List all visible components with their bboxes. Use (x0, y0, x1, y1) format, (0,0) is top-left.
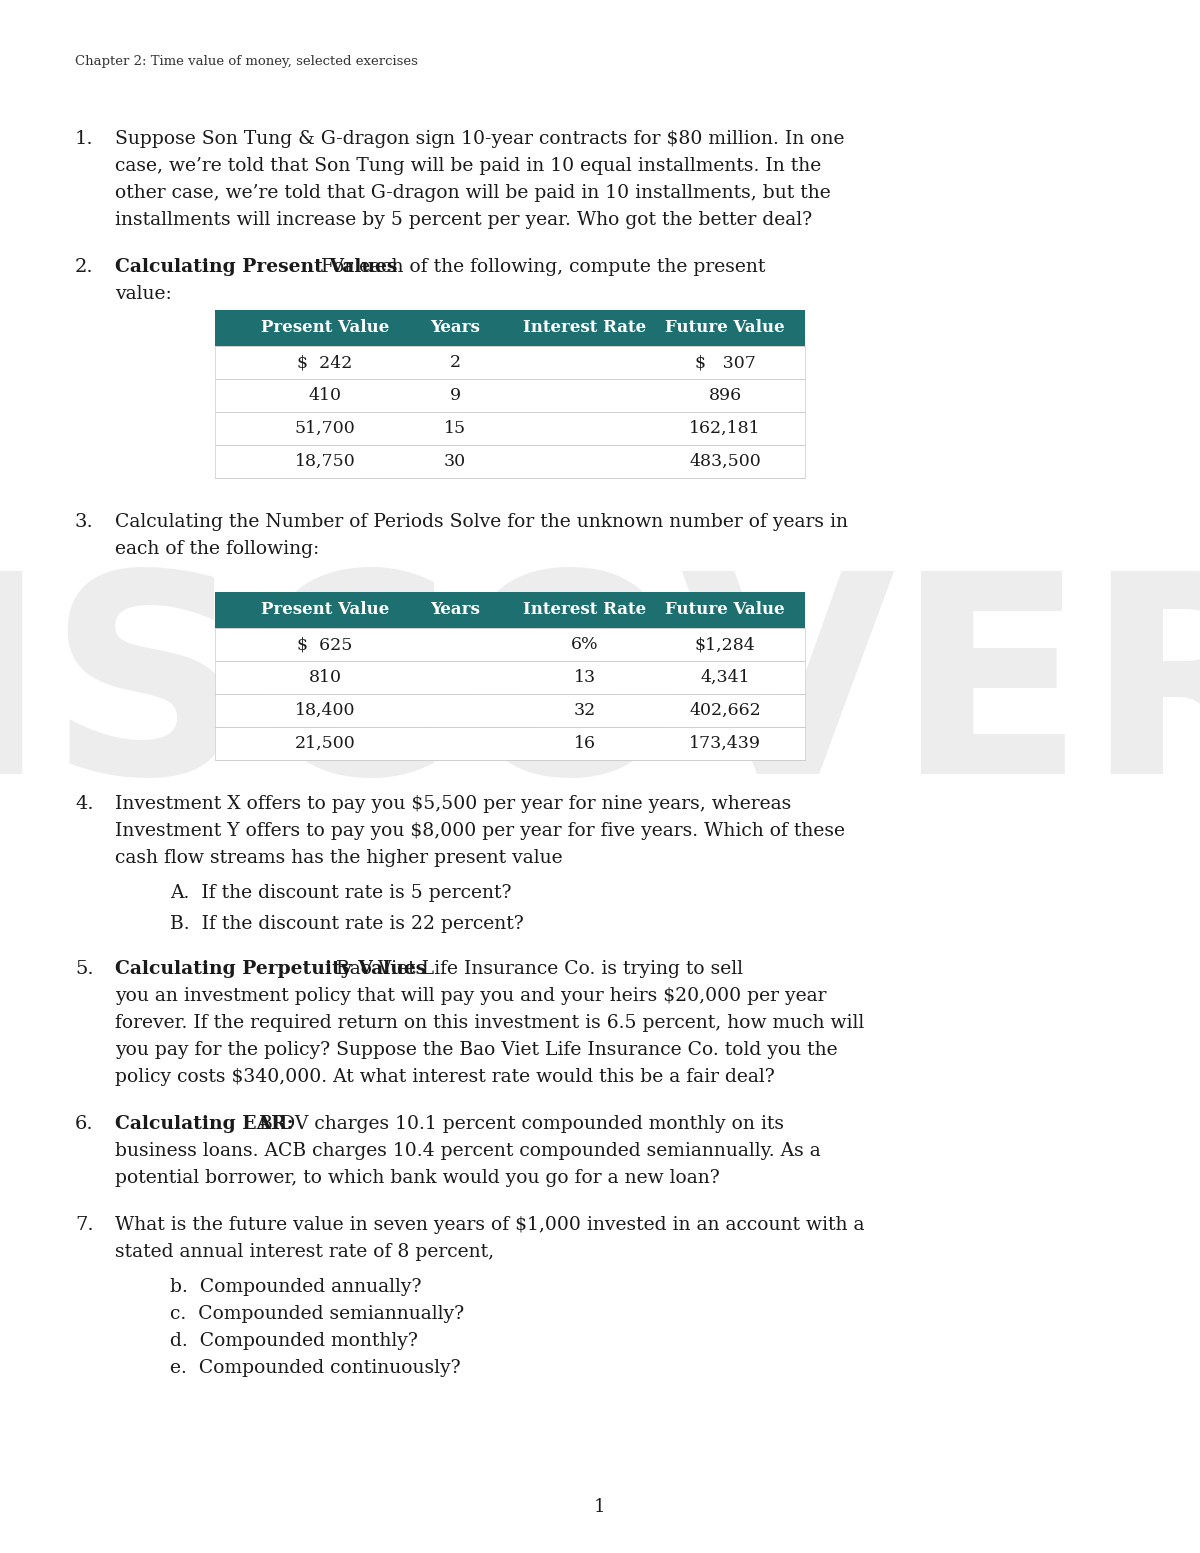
Text: 32: 32 (574, 702, 596, 719)
Text: Interest Rate: Interest Rate (523, 601, 647, 618)
Text: 21,500: 21,500 (295, 735, 355, 752)
Text: 2.: 2. (74, 258, 94, 276)
Text: $  625: $ 625 (298, 637, 353, 652)
Bar (215, 379, 805, 412)
Text: 30: 30 (444, 453, 466, 471)
Text: Interest Rate: Interest Rate (523, 320, 647, 337)
Text: Future Value: Future Value (665, 601, 785, 618)
Text: stated annual interest rate of 8 percent,: stated annual interest rate of 8 percent… (115, 1242, 494, 1261)
Text: 483,500: 483,500 (689, 453, 761, 471)
Text: $  242: $ 242 (298, 354, 353, 371)
Text: Years: Years (430, 601, 480, 618)
Bar (215, 346, 805, 379)
Bar (215, 446, 805, 478)
Text: each of the following:: each of the following: (115, 540, 319, 558)
Text: 6.: 6. (74, 1115, 94, 1134)
Text: Investment X offers to pay you $5,500 per year for nine years, whereas: Investment X offers to pay you $5,500 pe… (115, 795, 791, 814)
Text: Calculating Perpetuity Values: Calculating Perpetuity Values (115, 960, 426, 978)
Text: e.  Compounded continuously?: e. Compounded continuously? (170, 1359, 461, 1378)
Text: installments will increase by 5 percent per year. Who got the better deal?: installments will increase by 5 percent … (115, 211, 812, 228)
Text: 6%: 6% (571, 637, 599, 652)
Text: 7.: 7. (74, 1216, 94, 1235)
Text: business loans. ACB charges 10.4 percent compounded semiannually. As a: business loans. ACB charges 10.4 percent… (115, 1141, 821, 1160)
Text: you an investment policy that will pay you and your heirs $20,000 per year: you an investment policy that will pay y… (115, 988, 827, 1005)
Text: 9: 9 (450, 387, 461, 404)
Text: 896: 896 (708, 387, 742, 404)
Text: 4.: 4. (74, 795, 94, 814)
Text: policy costs $340,000. At what interest rate would this be a fair deal?: policy costs $340,000. At what interest … (115, 1068, 775, 1086)
Text: Suppose Son Tung & G-dragon sign 10-year contracts for $80 million. In one: Suppose Son Tung & G-dragon sign 10-year… (115, 130, 845, 148)
Text: Chapter 2: Time value of money, selected exercises: Chapter 2: Time value of money, selected… (74, 54, 418, 68)
Text: d.  Compounded monthly?: d. Compounded monthly? (170, 1332, 418, 1350)
Bar (215, 662, 805, 694)
Text: Calculating the Number of Periods Solve for the unknown number of years in: Calculating the Number of Periods Solve … (115, 512, 848, 531)
Text: 1.: 1. (74, 130, 94, 148)
Text: 4,341: 4,341 (700, 669, 750, 686)
Text: Present Value: Present Value (260, 320, 389, 337)
Text: case, we’re told that Son Tung will be paid in 10 equal installments. In the: case, we’re told that Son Tung will be p… (115, 157, 821, 175)
Text: 15: 15 (444, 419, 466, 436)
Text: potential borrower, to which bank would you go for a new loan?: potential borrower, to which bank would … (115, 1169, 720, 1186)
Text: 5.: 5. (74, 960, 94, 978)
Text: other case, we’re told that G-dragon will be paid in 10 installments, but the: other case, we’re told that G-dragon wil… (115, 183, 830, 202)
Bar (215, 592, 805, 627)
Text: 3.: 3. (74, 512, 94, 531)
Text: you pay for the policy? Suppose the Bao Viet Life Insurance Co. told you the: you pay for the policy? Suppose the Bao … (115, 1041, 838, 1059)
Text: 2: 2 (450, 354, 461, 371)
Text: 16: 16 (574, 735, 596, 752)
Text: b.  Compounded annually?: b. Compounded annually? (170, 1278, 421, 1297)
Text: For each of the following, compute the present: For each of the following, compute the p… (314, 258, 766, 276)
Bar (215, 412, 805, 446)
Text: 51,700: 51,700 (295, 419, 355, 436)
Text: BIDV charges 10.1 percent compounded monthly on its: BIDV charges 10.1 percent compounded mon… (253, 1115, 784, 1134)
Text: 18,400: 18,400 (295, 702, 355, 719)
Text: c.  Compounded semiannually?: c. Compounded semiannually? (170, 1305, 464, 1323)
Text: Calculating EAR:: Calculating EAR: (115, 1115, 294, 1134)
Text: B.  If the discount rate is 22 percent?: B. If the discount rate is 22 percent? (170, 915, 523, 933)
Text: Bao Viet Life Insurance Co. is trying to sell: Bao Viet Life Insurance Co. is trying to… (330, 960, 743, 978)
Text: $1,284: $1,284 (695, 637, 755, 652)
Text: Present Value: Present Value (260, 601, 389, 618)
Text: $   307: $ 307 (695, 354, 756, 371)
Text: Future Value: Future Value (665, 320, 785, 337)
Text: 410: 410 (308, 387, 342, 404)
Text: cash flow streams has the higher present value: cash flow streams has the higher present… (115, 849, 563, 867)
Bar (215, 311, 805, 346)
Text: 13: 13 (574, 669, 596, 686)
Text: What is the future value in seven years of $1,000 invested in an account with a: What is the future value in seven years … (115, 1216, 864, 1235)
Text: 162,181: 162,181 (689, 419, 761, 436)
Text: Years: Years (430, 320, 480, 337)
Bar (215, 627, 805, 662)
Text: 810: 810 (308, 669, 342, 686)
Bar (215, 694, 805, 727)
Text: DISCOVERY: DISCOVERY (0, 562, 1200, 831)
Text: 402,662: 402,662 (689, 702, 761, 719)
Text: forever. If the required return on this investment is 6.5 percent, how much will: forever. If the required return on this … (115, 1014, 864, 1033)
Text: 173,439: 173,439 (689, 735, 761, 752)
Bar (215, 727, 805, 759)
Text: Investment Y offers to pay you $8,000 per year for five years. Which of these: Investment Y offers to pay you $8,000 pe… (115, 822, 845, 840)
Text: Calculating Present Values: Calculating Present Values (115, 258, 397, 276)
Text: 1: 1 (594, 1499, 606, 1516)
Text: value:: value: (115, 286, 172, 303)
Text: A.  If the discount rate is 5 percent?: A. If the discount rate is 5 percent? (170, 884, 511, 902)
Text: 18,750: 18,750 (295, 453, 355, 471)
